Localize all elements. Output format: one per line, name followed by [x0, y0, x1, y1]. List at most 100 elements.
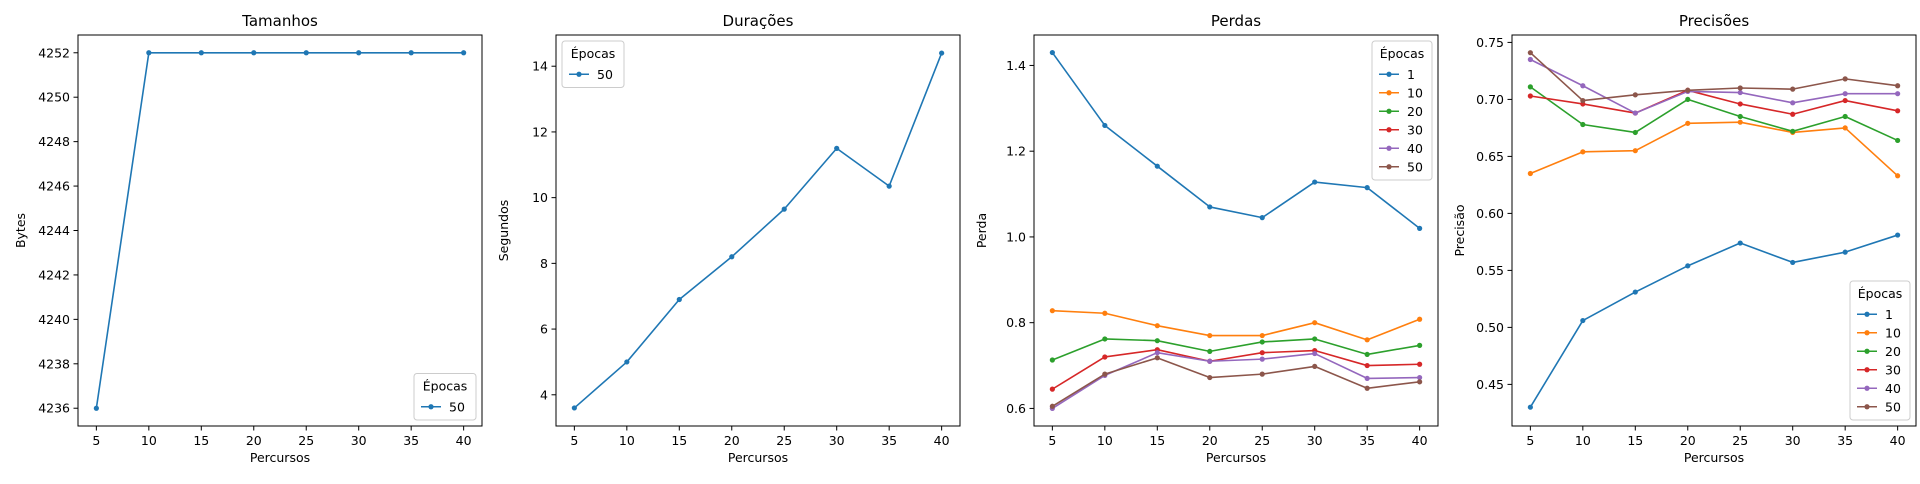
series-line-1: [1051, 52, 1421, 229]
x-tick-label: 5: [1048, 433, 1056, 448]
data-point-1-20: [1207, 204, 1213, 210]
data-point-30-40: [1895, 108, 1901, 114]
data-point-20-40: [1417, 342, 1423, 348]
data-point-20-20: [1207, 348, 1213, 355]
data-point-20-5: [1527, 84, 1533, 90]
y-tick-label: 0.75: [1476, 35, 1504, 50]
data-point-50-10: [1102, 371, 1108, 377]
data-point-50-15: [198, 50, 204, 56]
data-point-50-40: [1417, 379, 1423, 385]
x-tick-label: 30: [1785, 433, 1801, 448]
series-line-30: [1530, 89, 1898, 116]
data-point-10-35: [1364, 337, 1370, 343]
data-point-1-35: [1842, 249, 1848, 255]
data-point-50-40: [461, 50, 467, 56]
data-point-30-5: [1049, 386, 1055, 392]
x-tick-label: 35: [881, 433, 897, 448]
y-tick-label: 4: [540, 387, 548, 402]
data-point-10-5: [1527, 170, 1533, 177]
y-tick-label: 0.65: [1476, 149, 1504, 164]
x-tick-label: 35: [403, 433, 419, 448]
x-tick-label: 15: [1149, 433, 1165, 448]
x-tick-label: 10: [1575, 433, 1591, 448]
data-point-40-30: [1790, 100, 1796, 106]
series-line-50: [1051, 357, 1420, 407]
y-tick-label: 1.4: [1006, 58, 1026, 73]
y-tick-label: 4250: [38, 90, 70, 105]
chart-panel-2: 5 10 15 20 25 30 35 40 4 6 8 10 12 14 Durações Percurso…: [496, 12, 961, 465]
x-axis-label: Percursos: [1684, 450, 1744, 465]
data-point-10-40: [1895, 173, 1901, 179]
data-point-1-35: [1364, 185, 1370, 191]
legend: Épocas 1 10 20 30 40 50: [1371, 40, 1433, 181]
chart-title: Tamanhos: [241, 12, 318, 30]
data-point-30-30: [1790, 111, 1796, 117]
data-point-50-30: [1312, 363, 1318, 370]
data-point-20-10: [1102, 336, 1108, 342]
data-point-50-20: [1207, 374, 1213, 381]
x-tick-label: 30: [1307, 433, 1323, 448]
series-line-1: [1529, 234, 1898, 408]
y-tick-label: 4248: [38, 134, 70, 149]
axes-frame: [77, 34, 483, 427]
y-axis-label: Precisão: [1452, 204, 1467, 256]
data-point-10-25: [1259, 332, 1265, 339]
series-line-30: [1051, 348, 1420, 390]
data-point-1-15: [1632, 289, 1638, 295]
x-tick-label: 40: [1890, 433, 1906, 448]
data-point-50-20: [729, 254, 735, 260]
data-point-20-35: [1842, 113, 1848, 120]
data-point-50-35: [886, 183, 892, 189]
x-tick-label: 5: [570, 433, 578, 448]
series-line-40: [1530, 58, 1898, 114]
axes-frame: [555, 34, 961, 427]
data-point-50-35: [408, 50, 414, 56]
legend-marker-50: [576, 71, 582, 77]
legend: Épocas 1 10 20 30 40 50: [1849, 280, 1911, 421]
data-point-50-5: [1527, 50, 1533, 56]
x-tick-label: 25: [298, 433, 314, 448]
legend-marker-40: [1386, 145, 1392, 151]
data-point-10-40: [1417, 316, 1423, 322]
x-axis-label: Percursos: [250, 450, 310, 465]
y-tick-label: 4242: [38, 267, 70, 282]
y-tick-label: 1.0: [1006, 229, 1026, 244]
y-tick-label: 10: [532, 190, 548, 205]
data-point-40-35: [1842, 91, 1848, 97]
x-tick-label: 10: [141, 433, 157, 448]
y-tick-label: 6: [540, 322, 548, 337]
x-tick-label: 40: [934, 433, 950, 448]
data-point-10-25: [1737, 119, 1743, 125]
legend-marker-20: [1386, 108, 1392, 114]
data-point-50-25: [781, 206, 787, 212]
legend-marker-50: [1386, 164, 1392, 170]
y-tick-label: 0.6: [1006, 401, 1026, 416]
data-point-1-30: [1790, 259, 1796, 266]
data-point-10-10: [1580, 149, 1586, 155]
data-point-20-15: [1632, 129, 1638, 136]
y-tick-label: 1.2: [1006, 144, 1026, 159]
legend-title: Épocas: [1858, 286, 1903, 301]
series-line-40: [1051, 351, 1420, 410]
data-point-50-40: [939, 50, 945, 56]
data-point-30-5: [1527, 93, 1533, 99]
data-point-40-30: [1312, 350, 1318, 357]
data-point-20-25: [1259, 339, 1265, 345]
data-point-10-15: [1154, 323, 1160, 329]
data-point-40-40: [1417, 374, 1423, 381]
x-tick-label: 25: [776, 433, 792, 448]
legend-marker-30: [1864, 367, 1870, 373]
data-point-20-10: [1580, 121, 1586, 128]
legend-title: Épocas: [1380, 46, 1425, 61]
x-tick-label: 5: [92, 433, 100, 448]
data-point-10-20: [1685, 120, 1691, 126]
x-tick-label: 20: [1202, 433, 1218, 448]
data-point-1-30: [1312, 179, 1318, 185]
data-point-40-10: [1580, 83, 1586, 89]
series-line-20: [1529, 86, 1898, 142]
data-point-1-20: [1685, 263, 1691, 269]
data-point-10-15: [1632, 148, 1638, 154]
legend-marker-50: [428, 404, 434, 410]
x-tick-label: 20: [724, 433, 740, 448]
